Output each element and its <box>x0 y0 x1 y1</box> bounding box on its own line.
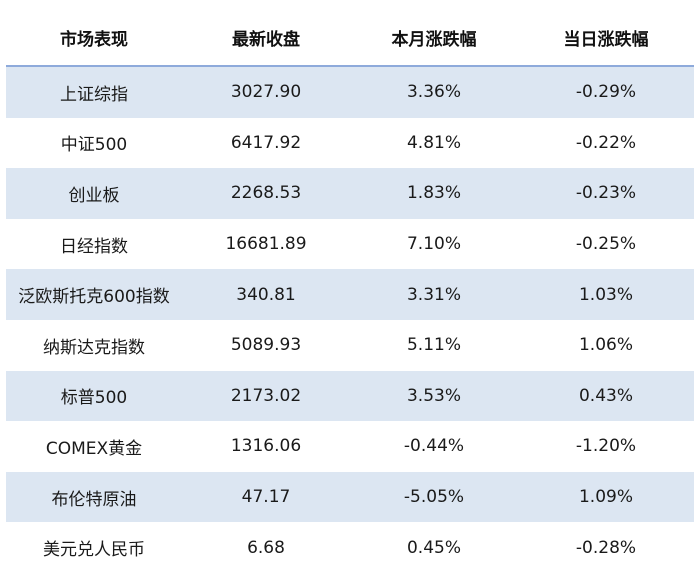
header-month-change: 本月涨跌幅 <box>350 10 518 67</box>
month-change-cell: 3.36% <box>350 66 518 118</box>
day-change-cell: 1.03% <box>518 269 694 320</box>
close-cell: 16681.89 <box>182 218 350 270</box>
day-change-cell: -0.28% <box>518 522 694 573</box>
table-row: COMEX黄金 1316.06 -0.44% -1.20% <box>6 421 694 472</box>
close-cell: 6.68 <box>182 522 350 573</box>
header-row: 市场表现 最新收盘 本月涨跌幅 当日涨跌幅 <box>6 10 694 67</box>
header-day-change: 当日涨跌幅 <box>518 10 694 67</box>
header-market: 市场表现 <box>6 10 182 67</box>
table-header: 市场表现 最新收盘 本月涨跌幅 当日涨跌幅 <box>6 10 694 67</box>
market-name-cell: 泛欧斯托克600指数 <box>6 269 182 320</box>
month-change-cell: 3.31% <box>350 269 518 320</box>
close-cell: 340.81 <box>182 269 350 320</box>
market-name-cell: 创业板 <box>6 168 182 219</box>
table-row: 美元兑人民币 6.68 0.45% -0.28% <box>6 522 694 573</box>
month-change-cell: 4.81% <box>350 117 518 169</box>
table-row: 泛欧斯托克600指数 340.81 3.31% 1.03% <box>6 269 694 320</box>
header-latest-close: 最新收盘 <box>182 10 350 67</box>
day-change-cell: 0.43% <box>518 370 694 422</box>
market-name-cell: 标普500 <box>6 370 182 422</box>
month-change-cell: 1.83% <box>350 168 518 219</box>
table-row: 纳斯达克指数 5089.93 5.11% 1.06% <box>6 319 694 371</box>
month-change-cell: 7.10% <box>350 218 518 270</box>
market-name-cell: COMEX黄金 <box>6 421 182 472</box>
market-name-cell: 布伦特原油 <box>6 471 182 523</box>
close-cell: 3027.90 <box>182 66 350 118</box>
table-row: 创业板 2268.53 1.83% -0.23% <box>6 168 694 219</box>
table-row: 布伦特原油 47.17 -5.05% 1.09% <box>6 471 694 523</box>
close-cell: 2173.02 <box>182 370 350 422</box>
market-performance-table: 市场表现 最新收盘 本月涨跌幅 当日涨跌幅 上证综指 3027.90 3.36%… <box>6 10 694 573</box>
close-cell: 47.17 <box>182 471 350 523</box>
close-cell: 6417.92 <box>182 117 350 169</box>
day-change-cell: -0.25% <box>518 218 694 270</box>
close-cell: 2268.53 <box>182 168 350 219</box>
day-change-cell: -1.20% <box>518 421 694 472</box>
day-change-cell: -0.23% <box>518 168 694 219</box>
market-name-cell: 中证500 <box>6 117 182 169</box>
market-name-cell: 美元兑人民币 <box>6 522 182 573</box>
market-name-cell: 纳斯达克指数 <box>6 319 182 371</box>
day-change-cell: -0.22% <box>518 117 694 169</box>
month-change-cell: 5.11% <box>350 319 518 371</box>
table-body: 上证综指 3027.90 3.36% -0.29% 中证500 6417.92 … <box>6 66 694 573</box>
close-cell: 1316.06 <box>182 421 350 472</box>
market-name-cell: 日经指数 <box>6 218 182 270</box>
month-change-cell: 3.53% <box>350 370 518 422</box>
day-change-cell: -0.29% <box>518 66 694 118</box>
table-row: 上证综指 3027.90 3.36% -0.29% <box>6 66 694 118</box>
month-change-cell: 0.45% <box>350 522 518 573</box>
close-cell: 5089.93 <box>182 319 350 371</box>
month-change-cell: -5.05% <box>350 471 518 523</box>
market-name-cell: 上证综指 <box>6 66 182 118</box>
day-change-cell: 1.06% <box>518 319 694 371</box>
table-row: 日经指数 16681.89 7.10% -0.25% <box>6 218 694 270</box>
month-change-cell: -0.44% <box>350 421 518 472</box>
table-row: 中证500 6417.92 4.81% -0.22% <box>6 117 694 169</box>
day-change-cell: 1.09% <box>518 471 694 523</box>
table-row: 标普500 2173.02 3.53% 0.43% <box>6 370 694 422</box>
